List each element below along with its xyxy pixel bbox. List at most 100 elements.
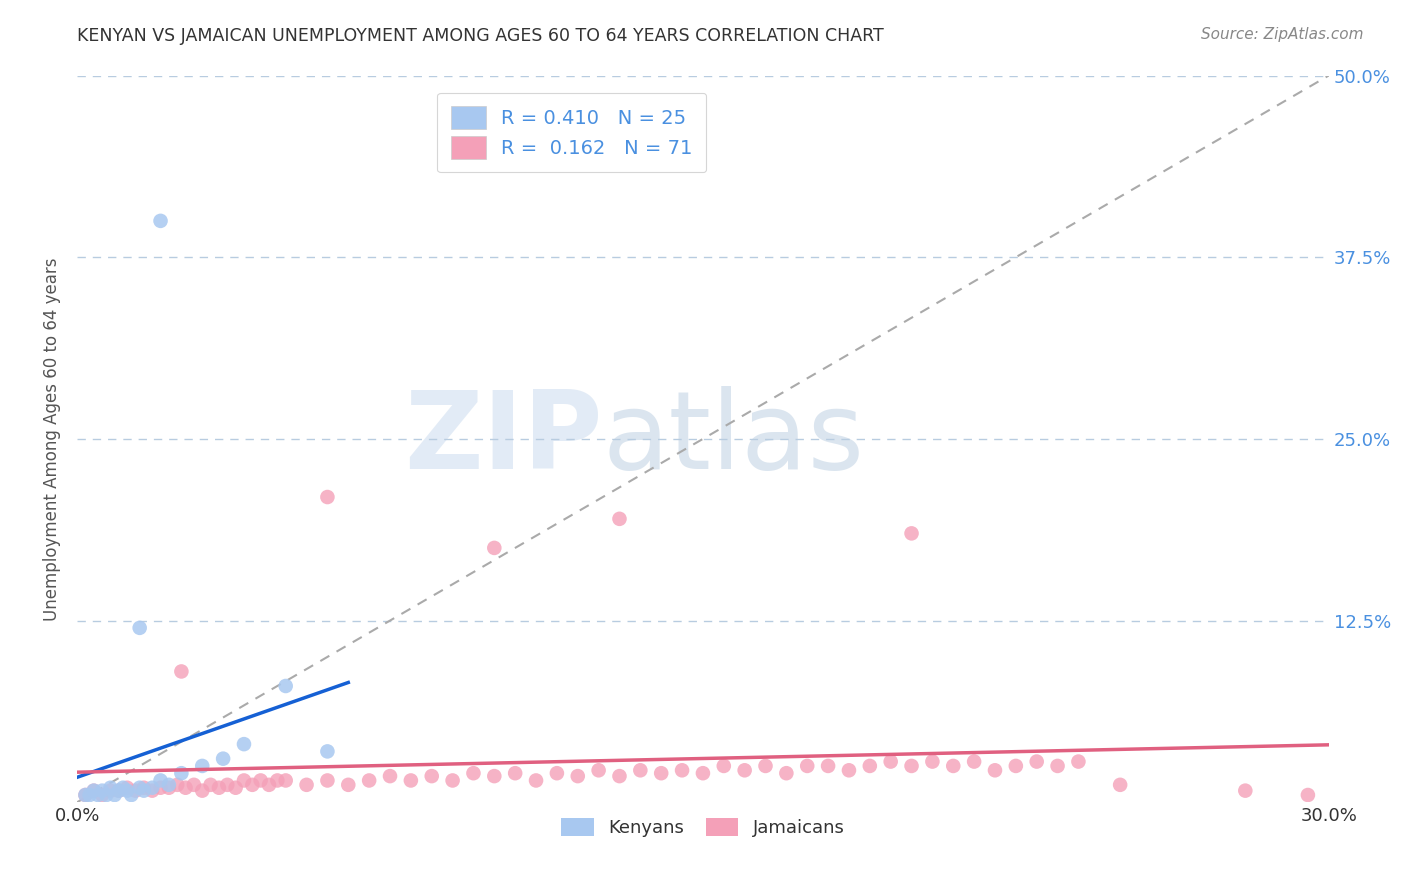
Text: atlas: atlas	[603, 386, 865, 491]
Point	[628, 764, 651, 778]
Point	[108, 783, 131, 797]
Point	[149, 780, 172, 795]
Point	[484, 541, 506, 555]
Point	[713, 759, 735, 773]
Point	[115, 780, 138, 795]
Point	[859, 759, 882, 773]
Point	[170, 766, 193, 780]
Point	[149, 214, 172, 228]
Point	[671, 764, 693, 778]
Point	[75, 788, 97, 802]
Point	[75, 788, 97, 802]
Point	[524, 773, 547, 788]
Point	[249, 773, 271, 788]
Point	[796, 759, 818, 773]
Point	[503, 766, 526, 780]
Point	[132, 780, 155, 795]
Text: ZIP: ZIP	[405, 386, 603, 491]
Point	[141, 780, 163, 795]
Point	[128, 621, 150, 635]
Point	[104, 788, 127, 802]
Point	[157, 778, 180, 792]
Point	[378, 769, 401, 783]
Point	[124, 783, 146, 797]
Point	[1025, 755, 1047, 769]
Point	[132, 783, 155, 797]
Point	[337, 778, 360, 792]
Point	[166, 778, 188, 792]
Point	[546, 766, 568, 780]
Point	[208, 780, 231, 795]
Point	[817, 759, 839, 773]
Point	[96, 788, 118, 802]
Point	[963, 755, 986, 769]
Legend: Kenyans, Jamaicans: Kenyans, Jamaicans	[554, 810, 852, 844]
Point	[879, 755, 901, 769]
Point	[1234, 783, 1257, 797]
Text: KENYAN VS JAMAICAN UNEMPLOYMENT AMONG AGES 60 TO 64 YEARS CORRELATION CHART: KENYAN VS JAMAICAN UNEMPLOYMENT AMONG AG…	[77, 27, 884, 45]
Point	[191, 759, 214, 773]
Y-axis label: Unemployment Among Ages 60 to 64 years: Unemployment Among Ages 60 to 64 years	[44, 257, 60, 621]
Point	[1296, 788, 1319, 802]
Point	[91, 788, 114, 802]
Point	[692, 766, 714, 780]
Point	[316, 744, 339, 758]
Point	[316, 490, 339, 504]
Point	[1067, 755, 1090, 769]
Point	[233, 773, 256, 788]
Point	[734, 764, 756, 778]
Point	[83, 783, 105, 797]
Point	[942, 759, 965, 773]
Point	[111, 780, 134, 795]
Point	[108, 783, 131, 797]
Point	[754, 759, 776, 773]
Point	[567, 769, 589, 783]
Point	[240, 778, 263, 792]
Point	[484, 769, 506, 783]
Point	[900, 759, 922, 773]
Point	[233, 737, 256, 751]
Point	[838, 764, 860, 778]
Point	[463, 766, 485, 780]
Point	[775, 766, 797, 780]
Point	[87, 788, 110, 802]
Point	[266, 773, 288, 788]
Point	[225, 780, 247, 795]
Point	[1046, 759, 1069, 773]
Point	[115, 783, 138, 797]
Point	[921, 755, 943, 769]
Point	[420, 769, 443, 783]
Point	[100, 783, 122, 797]
Text: Source: ZipAtlas.com: Source: ZipAtlas.com	[1201, 27, 1364, 42]
Point	[100, 780, 122, 795]
Point	[1109, 778, 1132, 792]
Point	[79, 788, 101, 802]
Point	[91, 783, 114, 797]
Point	[1005, 759, 1028, 773]
Point	[257, 778, 280, 792]
Point	[609, 512, 631, 526]
Point	[295, 778, 318, 792]
Point	[141, 783, 163, 797]
Point	[157, 780, 180, 795]
Point	[399, 773, 422, 788]
Point	[217, 778, 239, 792]
Point	[441, 773, 464, 788]
Point	[316, 773, 339, 788]
Point	[588, 764, 610, 778]
Point	[609, 769, 631, 783]
Point	[650, 766, 672, 780]
Point	[274, 679, 297, 693]
Point	[212, 752, 235, 766]
Point	[191, 783, 214, 797]
Point	[128, 780, 150, 795]
Point	[149, 773, 172, 788]
Point	[174, 780, 197, 795]
Point	[200, 778, 222, 792]
Point	[359, 773, 381, 788]
Point	[274, 773, 297, 788]
Point	[984, 764, 1007, 778]
Point	[83, 783, 105, 797]
Point	[170, 665, 193, 679]
Point	[900, 526, 922, 541]
